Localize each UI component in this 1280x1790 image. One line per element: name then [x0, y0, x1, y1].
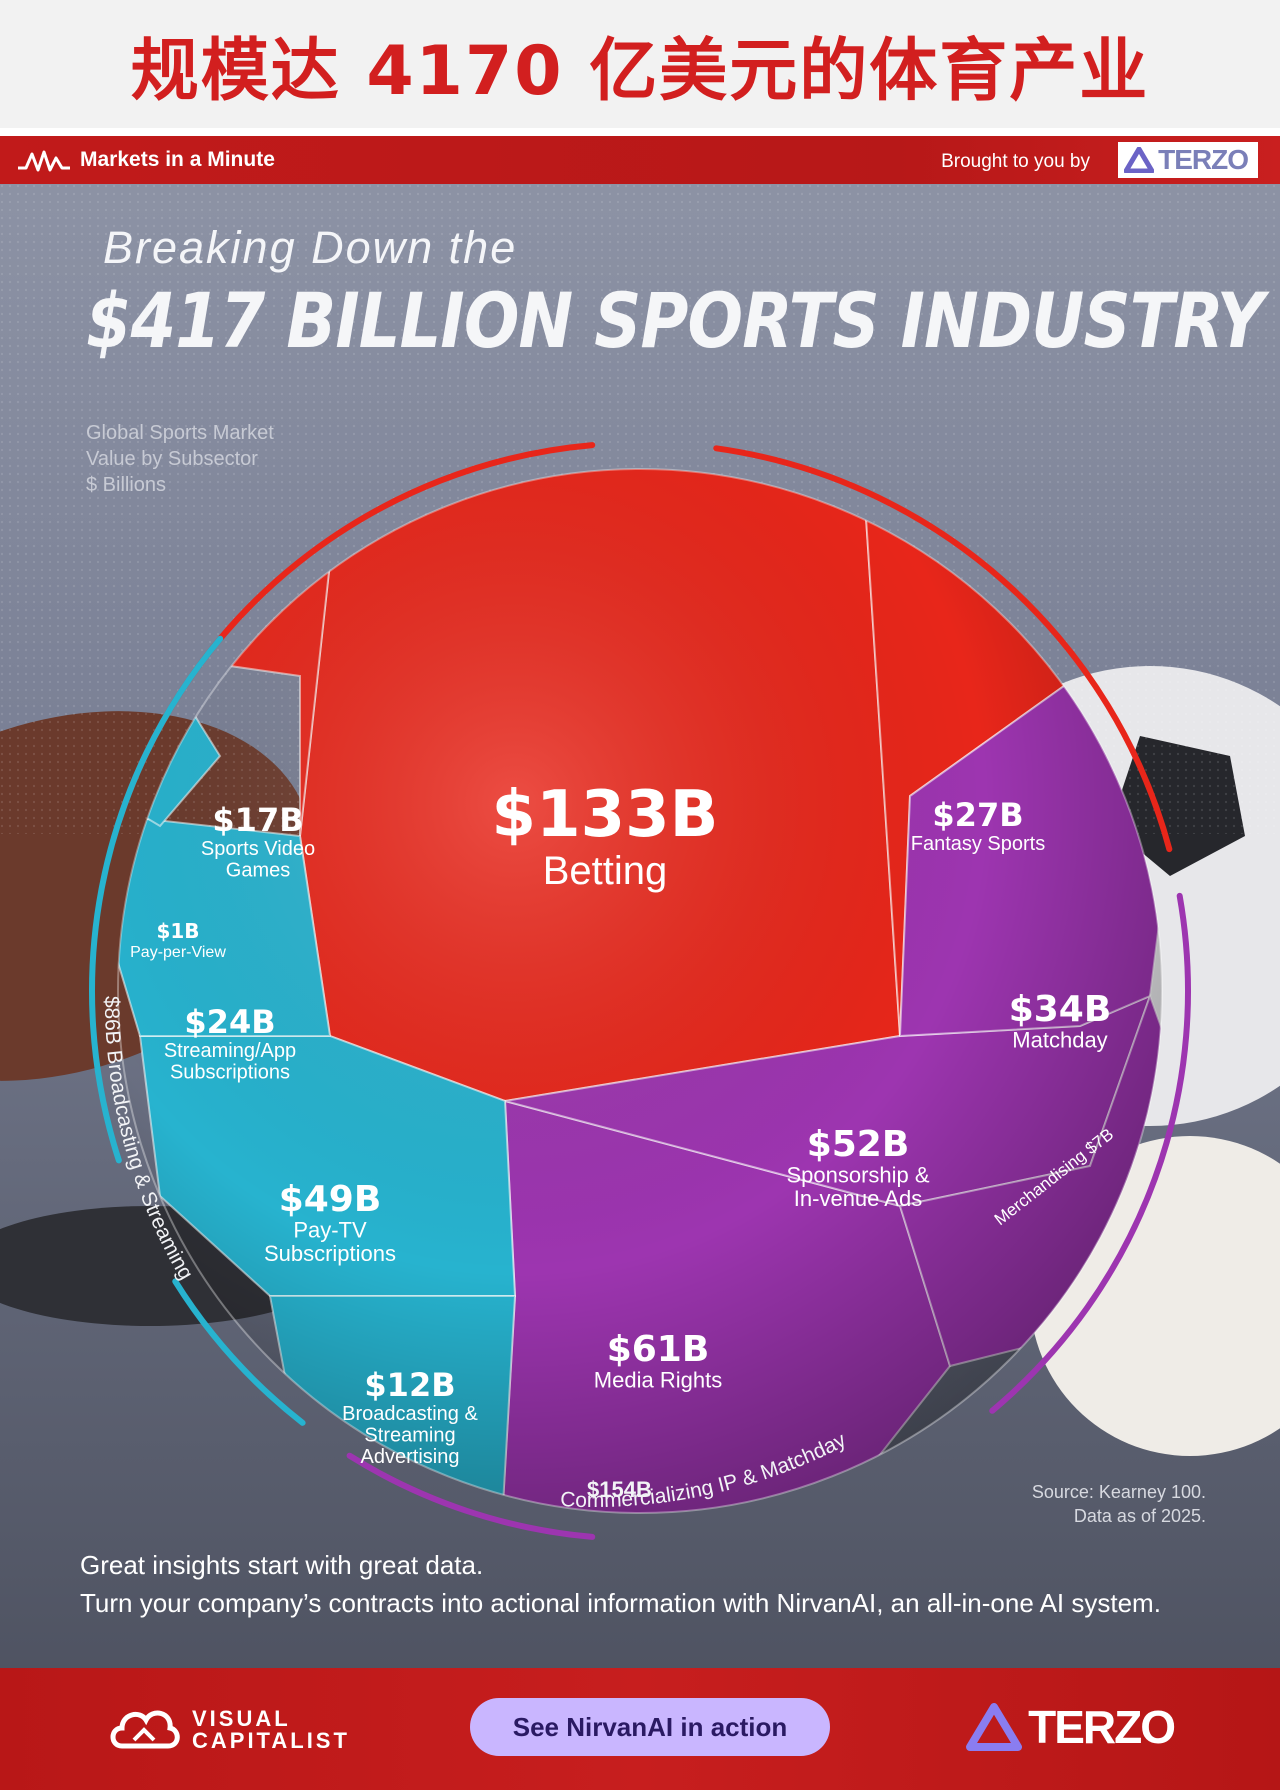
group-arcs — [89, 442, 1191, 1540]
cell-label-sports-video-games: Sports Video — [201, 838, 315, 860]
cta-button[interactable]: See NirvanAI in action — [470, 1698, 830, 1756]
cell-value-sports-video-games: $17B — [212, 801, 303, 839]
cell-label-matchday: Matchday — [1012, 1027, 1107, 1052]
sphere-outline — [117, 468, 1163, 1514]
cell-value-media-rights: $61B — [607, 1329, 710, 1370]
tagline-line-2: Turn your company’s contracts into actio… — [80, 1588, 1161, 1618]
cell-value-pay-tv-subscriptions: $49B — [279, 1179, 382, 1220]
cell-label-pay-tv-subscriptions: Pay-TV — [293, 1217, 367, 1242]
cell-label-fantasy-sports: Fantasy Sports — [911, 833, 1046, 855]
sponsor-text: Brought to you by — [941, 151, 1090, 172]
note-line-3: $ Billions — [86, 474, 167, 496]
brand-name: Markets in a Minute — [80, 148, 275, 171]
vc-cloud-icon — [110, 1710, 180, 1749]
group-arc-5 — [989, 892, 1191, 1414]
cell-value-betting: $133B — [492, 778, 719, 852]
cell-label-streaming-app-subscriptions: Streaming/App — [164, 1040, 296, 1062]
cell-value-matchday: $34B — [1009, 989, 1112, 1030]
group-arc-1 — [713, 445, 1173, 853]
banner-title: 规模达 4170 亿美元的体育产业 — [130, 31, 1150, 111]
vc-line-1: VISUAL — [192, 1706, 291, 1731]
terzo-footer-icon — [966, 1703, 1023, 1751]
terzo-footer-name: TERZO — [1028, 1701, 1176, 1753]
cell-label-streaming-app-subscriptions: Subscriptions — [170, 1062, 290, 1084]
visual-capitalist-logo[interactable]: VISUAL CAPITALIST — [108, 1702, 350, 1758]
cell-label-broadcasting-streaming-advertising: Broadcasting & — [342, 1403, 478, 1425]
vc-line-2: CAPITALIST — [192, 1728, 350, 1753]
terzo-name: TERZO — [1158, 144, 1249, 175]
cell-value-broadcasting-streaming-advertising: $12B — [364, 1366, 455, 1404]
terzo-footer-logo[interactable]: TERZO — [966, 1700, 1176, 1754]
footer-bar: VISUAL CAPITALIST See NirvanAI in action… — [0, 1668, 1280, 1790]
cell-label-broadcasting-streaming-advertising: Advertising — [361, 1446, 460, 1468]
group-arc-4 — [346, 1452, 596, 1540]
tagline-line-1: Great insights start with great data. — [80, 1550, 484, 1580]
terzo-triangle-icon — [1124, 147, 1155, 173]
source-note: Source: Kearney 100. Data as of 2025. — [1032, 1480, 1206, 1528]
source-line-2: Data as of 2025. — [1073, 1506, 1206, 1526]
cell-label-sponsorship-in-venue-ads: Sponsorship & — [786, 1162, 929, 1187]
cell-label-betting: Betting — [543, 849, 668, 893]
infographic: $86B Broadcasting & Streaming Commercial… — [0, 136, 1280, 1790]
chart-note: Global Sports Market Value by Subsector … — [86, 420, 274, 498]
group-arc-3 — [172, 1278, 306, 1426]
cell-value-pay-per-view: $1B — [156, 919, 199, 943]
tagline: Great insights start with great data. Tu… — [80, 1546, 1161, 1622]
cell-value-fantasy-sports: $27B — [932, 796, 1023, 834]
cell-label-pay-per-view: Pay-per-View — [130, 944, 226, 961]
top-banner: 规模达 4170 亿美元的体育产业 — [0, 0, 1280, 128]
chart-canvas: $86B Broadcasting & Streaming Commercial… — [0, 184, 1280, 1540]
chart-title: $417 BILLION SPORTS INDUSTRY — [86, 276, 1264, 365]
source-line-1: Source: Kearney 100. — [1031, 1482, 1206, 1502]
cell-label-broadcasting-streaming-advertising: Streaming — [364, 1425, 455, 1447]
cell-label-media-rights: Media Rights — [594, 1367, 722, 1392]
cell-label-sponsorship-in-venue-ads: In-venue Ads — [794, 1186, 922, 1211]
cell-label-sports-video-games: Games — [226, 860, 290, 882]
chart-subtitle: Breaking Down the — [103, 222, 518, 273]
arc-value-commercial: $154B — [587, 1477, 652, 1502]
terzo-logo[interactable]: TERZO — [1118, 142, 1258, 178]
note-line-1: Global Sports Market — [86, 422, 274, 444]
markets-logo-icon — [18, 150, 70, 172]
cell-value-streaming-app-subscriptions: $24B — [184, 1003, 275, 1041]
header-bar: Markets in a Minute Brought to you by TE… — [0, 136, 1280, 184]
cell-label-pay-tv-subscriptions: Subscriptions — [264, 1241, 396, 1266]
vc-name: VISUAL CAPITALIST — [192, 1708, 350, 1752]
group-arc-2 — [89, 635, 224, 1164]
note-line-2: Value by Subsector — [86, 448, 258, 470]
cell-value-sponsorship-in-venue-ads: $52B — [807, 1124, 910, 1165]
